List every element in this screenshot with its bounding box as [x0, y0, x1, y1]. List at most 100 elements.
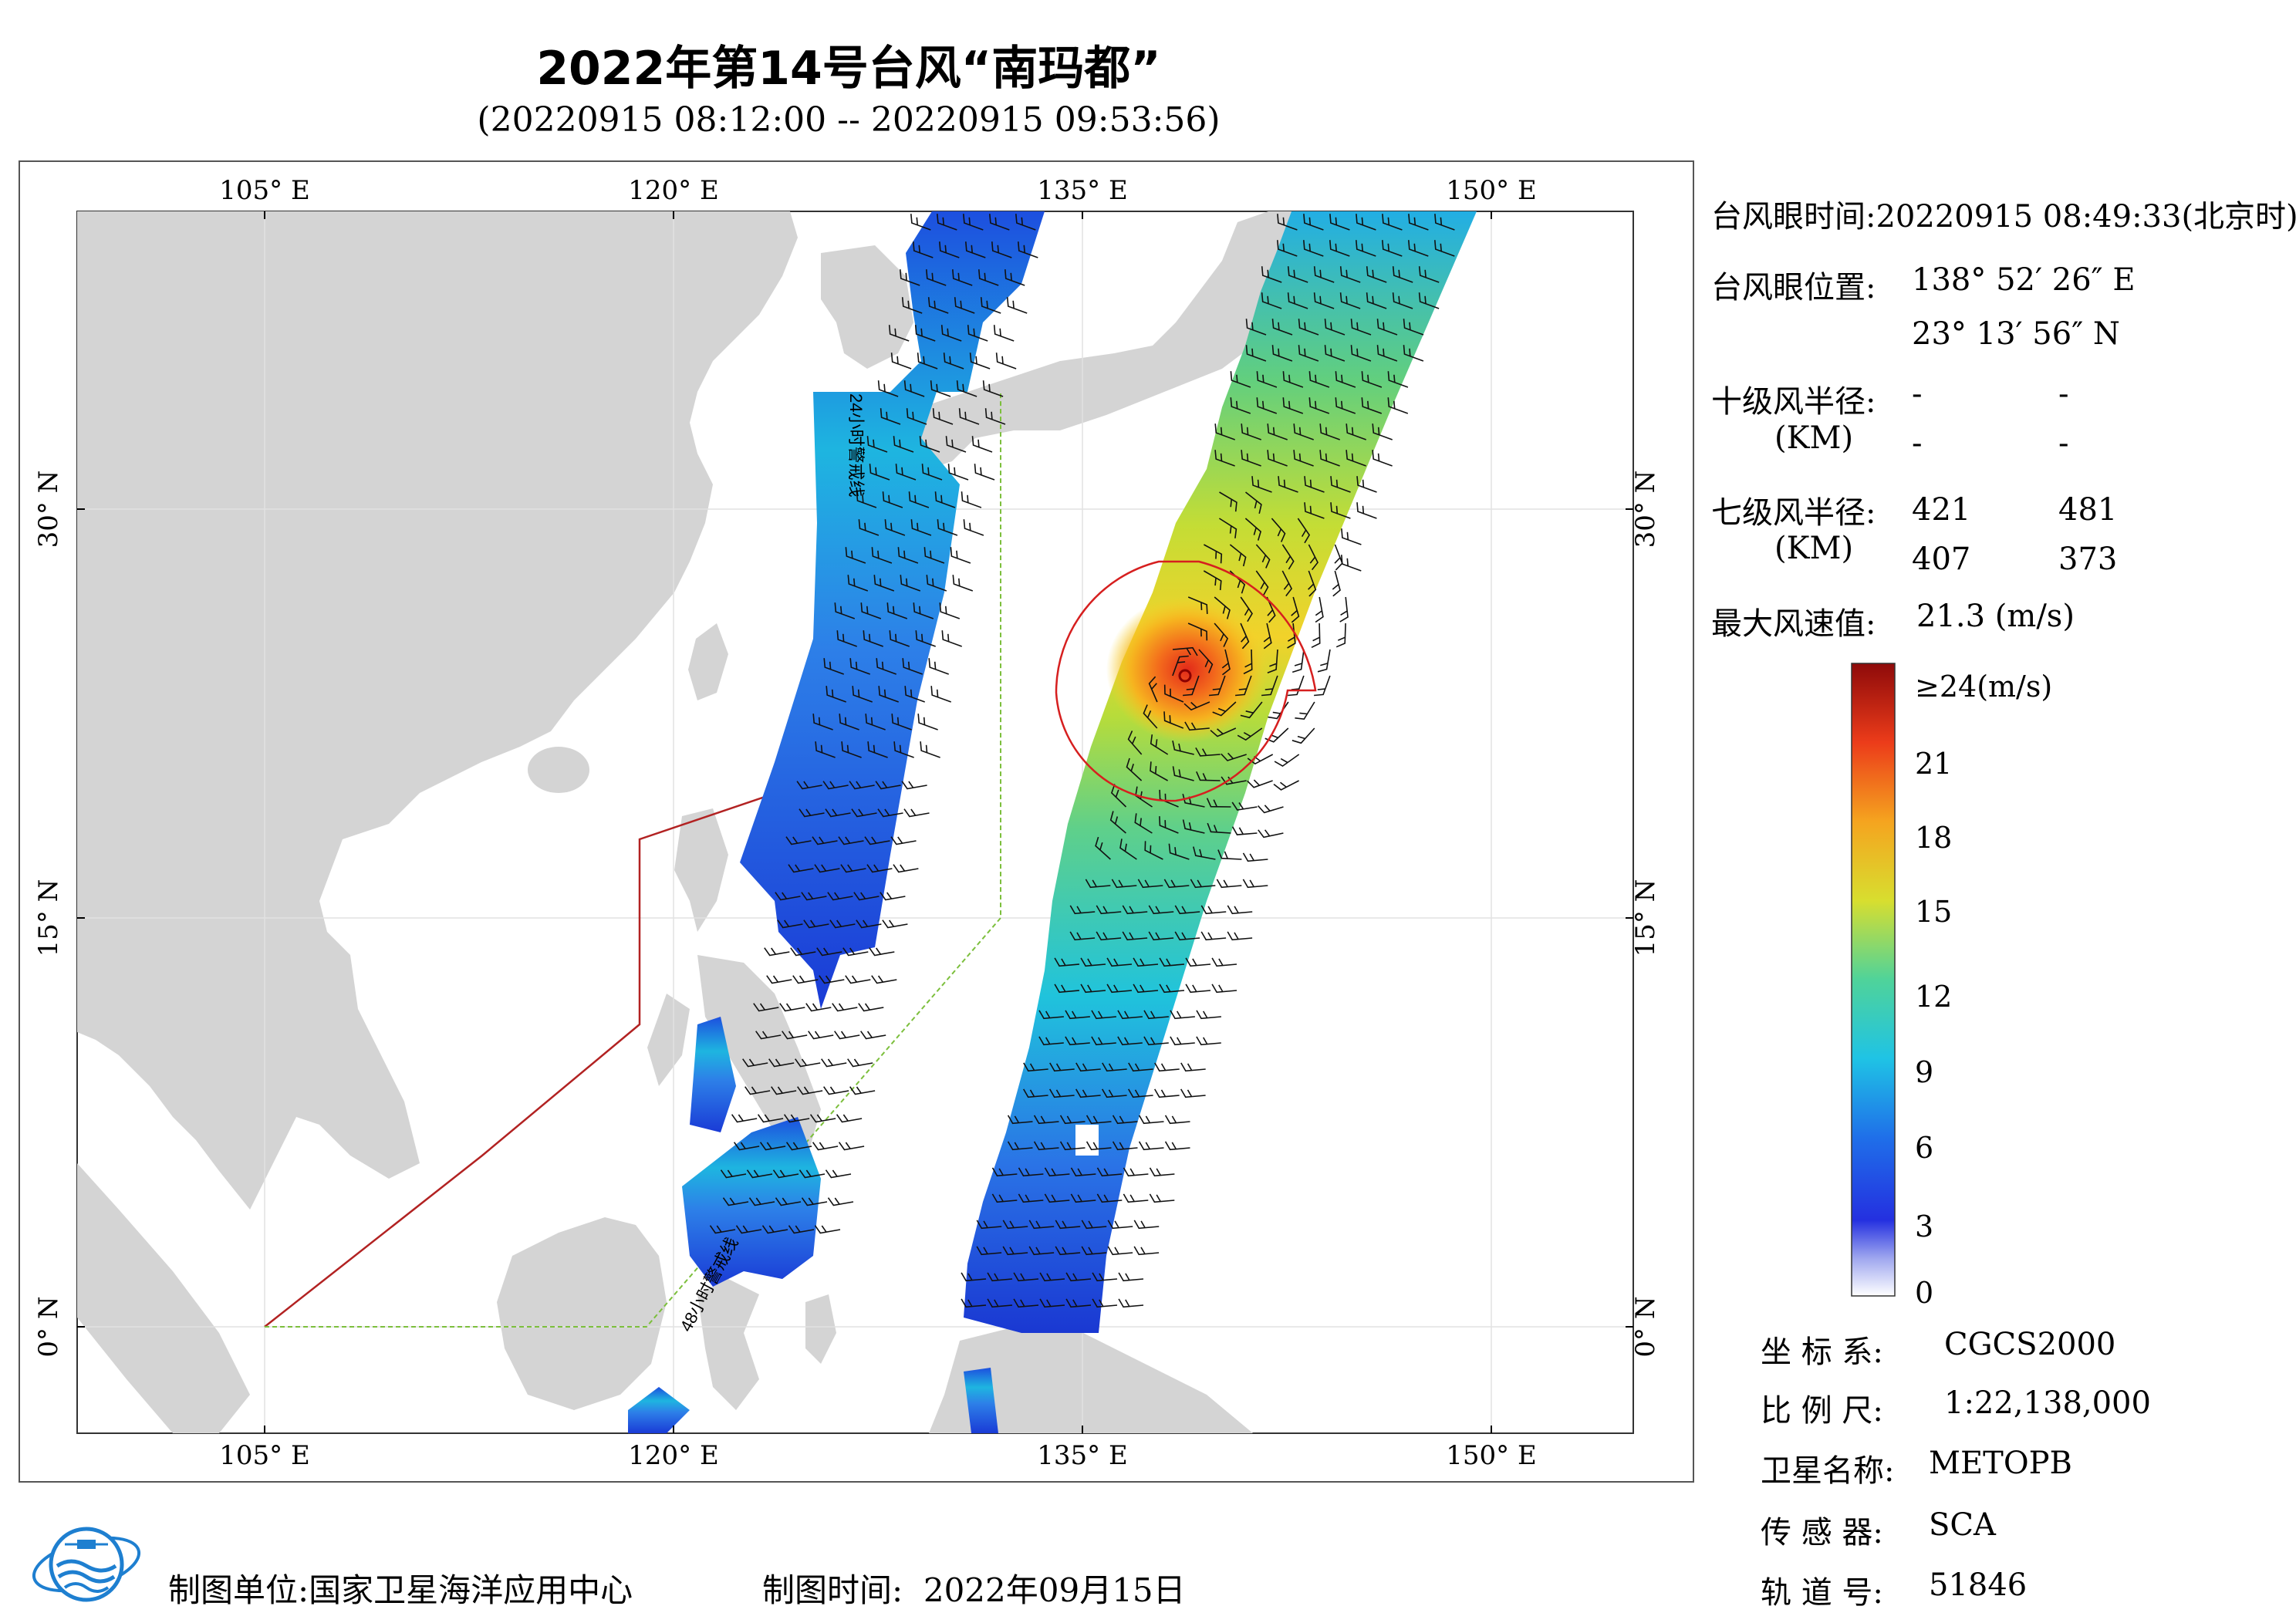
- wind-barb: [801, 892, 827, 901]
- wind-barb: [1049, 1088, 1075, 1098]
- lon-label-bottom-150: 150° E: [1446, 1440, 1537, 1471]
- wind-barb: [930, 686, 951, 703]
- wind-barb: [1308, 544, 1319, 571]
- wind-barb: [1434, 214, 1455, 231]
- wind-barb: [1408, 240, 1429, 257]
- wind-barb: [991, 241, 1012, 258]
- wind-barb: [1018, 1193, 1044, 1203]
- colorbar-label-15: 15: [1915, 895, 1953, 929]
- wind-barb: [783, 1114, 810, 1123]
- wind-barb: [845, 547, 866, 564]
- wind-barb: [980, 297, 1001, 314]
- wind-barb: [1110, 784, 1127, 808]
- wind-barb: [1304, 476, 1325, 493]
- wind-barb: [871, 975, 897, 984]
- wind-barb: [1182, 819, 1205, 834]
- wind-barb: [950, 547, 971, 564]
- wind-barb: [1376, 319, 1398, 336]
- wind-barb: [856, 491, 877, 508]
- wind-barb: [849, 1086, 876, 1095]
- wind-barb: [1070, 1193, 1096, 1203]
- eye-longitude: 138° 52′ 26″ E: [1912, 262, 2136, 298]
- wind-barb: [1102, 1088, 1127, 1098]
- wind-barb: [1313, 292, 1335, 309]
- wind-barb: [1168, 843, 1190, 860]
- colorbar: [1851, 663, 1896, 1297]
- wind-barb: [761, 1225, 788, 1234]
- eye-latitude: 23° 13′ 56″ N: [1912, 316, 2120, 352]
- wind-barb: [815, 741, 836, 758]
- wind-barb: [1055, 1220, 1081, 1230]
- wind-barb: [782, 1031, 808, 1040]
- wind-barb: [1356, 214, 1376, 231]
- wind-barb: [1245, 319, 1267, 336]
- wind-barb: [1308, 397, 1330, 414]
- wind-barb: [1313, 266, 1335, 283]
- wind-barb: [884, 519, 906, 536]
- wind-barb: [1143, 1036, 1169, 1046]
- wind-barb: [1102, 1062, 1127, 1072]
- wind-barb: [1106, 957, 1133, 967]
- wind-barb: [1112, 1115, 1138, 1125]
- wind-barb: [1303, 214, 1324, 231]
- wind-barb: [759, 1142, 786, 1151]
- map-subtitle: (20220915 08:12:00 -- 20220915 09:53:56): [477, 100, 1221, 140]
- wind-barb: [1230, 371, 1251, 388]
- wind-barb: [1251, 476, 1272, 493]
- wind-barb: [785, 1142, 812, 1151]
- wind-barb: [1028, 1220, 1055, 1230]
- wind-barb: [1080, 984, 1106, 994]
- colorbar-label-6: 6: [1915, 1131, 1934, 1165]
- scale-label: 比 例 尺:: [1761, 1393, 1883, 1429]
- wind-barb: [1382, 214, 1403, 231]
- wind-barb: [1335, 371, 1356, 388]
- wind-barb: [1408, 214, 1429, 231]
- wind-barb: [1346, 450, 1366, 467]
- wind-barb: [967, 325, 988, 342]
- colorbar-label-12: 12: [1915, 980, 1953, 1014]
- r10-value-ne: -: [1912, 376, 1923, 412]
- wind-barb: [1085, 879, 1111, 889]
- wind-barb: [1198, 649, 1214, 673]
- wind-barb: [939, 241, 960, 258]
- lat-label-left-30: 30° N: [33, 471, 64, 548]
- wind-barb: [873, 575, 895, 592]
- wind-barb: [1170, 1010, 1195, 1020]
- wind-barb: [901, 297, 923, 314]
- wind-barb: [1356, 476, 1377, 493]
- wind-barb: [1255, 570, 1269, 596]
- wind-barb: [1075, 1088, 1101, 1098]
- r7-value-se: 481: [2058, 492, 2118, 528]
- wind-barb: [1261, 292, 1282, 309]
- wind-barb: [1230, 397, 1251, 414]
- wind-barb: [722, 1197, 749, 1206]
- wind-barb: [1183, 701, 1210, 711]
- wind-barb: [1317, 649, 1331, 673]
- wind-barb: [853, 892, 880, 901]
- wind-barb: [984, 408, 1006, 425]
- land-new-guinea: [929, 1325, 1253, 1433]
- wind-barb: [1044, 1167, 1070, 1177]
- wind-barb: [961, 1298, 987, 1308]
- wind-barb: [1231, 801, 1258, 811]
- wind-barb: [1227, 905, 1253, 915]
- wind-barb: [805, 1003, 832, 1012]
- wind-barb: [1013, 1272, 1039, 1282]
- wind-barb: [1256, 371, 1278, 388]
- wind-barb: [1018, 1167, 1044, 1177]
- wind-barb: [812, 1142, 839, 1151]
- eye-time-value: 20220915 08:49:33(北京时): [1876, 199, 2296, 235]
- satellite-value: METOPB: [1929, 1446, 2072, 1481]
- wind-barb: [1196, 1010, 1221, 1020]
- wind-barb: [779, 1003, 805, 1012]
- wind-barb: [814, 864, 840, 873]
- wind-barb: [766, 975, 792, 984]
- wind-barb: [768, 1058, 795, 1068]
- wind-barb: [1278, 476, 1298, 493]
- wind-barb: [1054, 957, 1080, 967]
- wind-barb: [1210, 727, 1237, 737]
- wind-barb: [1266, 596, 1276, 623]
- typhoon-eye-marker: [1178, 669, 1192, 683]
- wind-barb: [819, 975, 845, 984]
- map-title: 2022年第14号台风“南玛都”: [536, 42, 1161, 96]
